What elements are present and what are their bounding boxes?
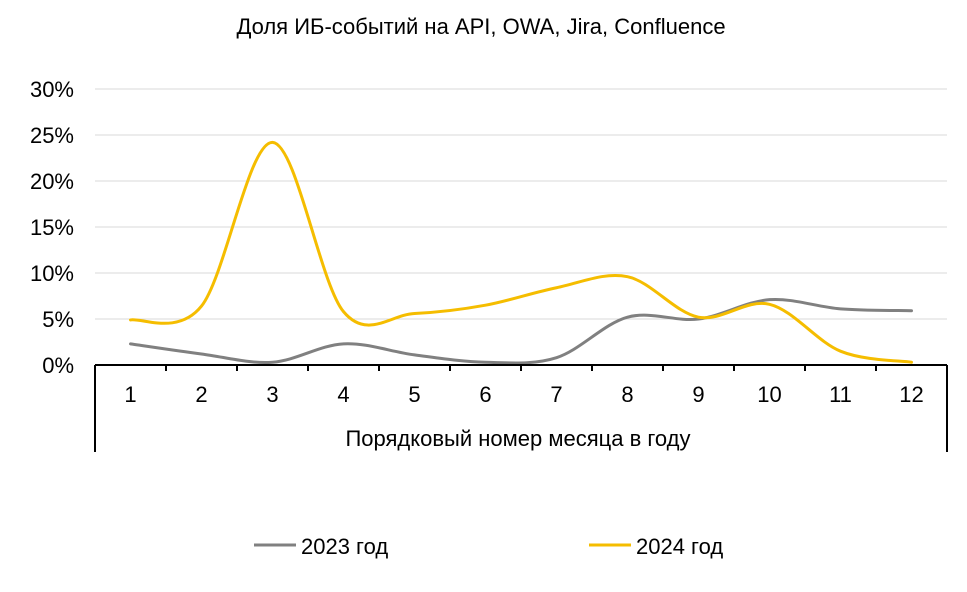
x-axis-ticks: 1 2 3 4 5 6 7 8 9 10 11 12 <box>124 382 923 407</box>
x-tick-label: 7 <box>550 382 562 407</box>
series-line-2024-год <box>129 140 913 364</box>
x-tick-label: 1 <box>124 382 136 407</box>
y-tick-label: 10% <box>30 261 74 286</box>
y-tick-label: 30% <box>30 77 74 102</box>
x-tick-label: 5 <box>408 382 420 407</box>
y-tick-label: 25% <box>30 123 74 148</box>
y-tick-label: 5% <box>42 307 74 332</box>
x-tick-label: 6 <box>479 382 491 407</box>
chart-title: Доля ИБ-событий на API, OWA, Jira, Confl… <box>236 14 725 39</box>
y-tick-label: 0% <box>42 353 74 378</box>
legend-label: 2023 год <box>301 534 388 559</box>
series-line-2023-год <box>129 297 913 365</box>
x-tick-label: 9 <box>692 382 704 407</box>
x-tick-label: 11 <box>829 382 852 407</box>
legend: 2023 год 2024 год <box>254 534 723 559</box>
x-tick-label: 2 <box>195 382 207 407</box>
x-axis <box>94 364 948 452</box>
y-tick-label: 15% <box>30 215 74 240</box>
legend-item: 2024 год <box>589 534 723 559</box>
x-axis-title: Порядковый номер месяца в году <box>345 426 690 451</box>
legend-item: 2023 год <box>254 534 388 559</box>
y-tick-label: 20% <box>30 169 74 194</box>
legend-label: 2024 год <box>636 534 723 559</box>
x-tick-label: 10 <box>757 382 781 407</box>
x-tick-label: 4 <box>337 382 349 407</box>
x-tick-label: 3 <box>266 382 278 407</box>
x-tick-label: 12 <box>899 382 923 407</box>
series-lines <box>129 140 913 365</box>
y-axis-ticks: 0% 5% 10% 15% 20% 25% 30% <box>30 77 74 378</box>
x-tick-label: 8 <box>621 382 633 407</box>
gridlines <box>95 88 947 320</box>
